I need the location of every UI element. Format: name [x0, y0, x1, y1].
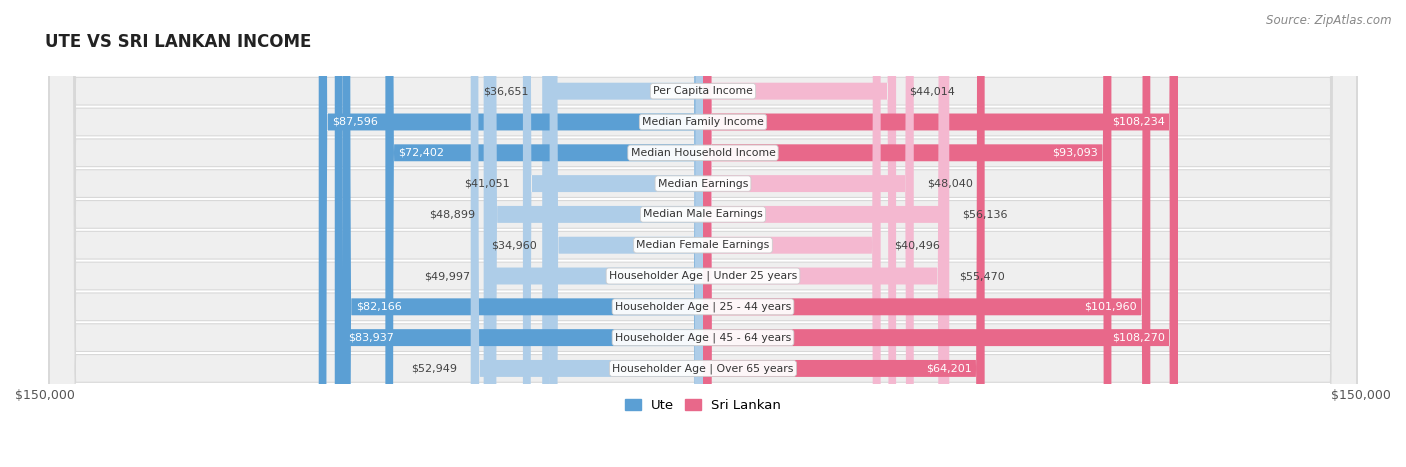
FancyBboxPatch shape: [319, 0, 703, 467]
FancyBboxPatch shape: [49, 0, 1357, 467]
Text: Householder Age | 45 - 64 years: Householder Age | 45 - 64 years: [614, 333, 792, 343]
Text: $41,051: $41,051: [464, 178, 510, 189]
Text: $48,899: $48,899: [429, 209, 475, 219]
FancyBboxPatch shape: [49, 0, 1357, 467]
FancyBboxPatch shape: [703, 0, 1111, 467]
Text: UTE VS SRI LANKAN INCOME: UTE VS SRI LANKAN INCOME: [45, 33, 311, 51]
Text: Median Household Income: Median Household Income: [630, 148, 776, 158]
FancyBboxPatch shape: [385, 0, 703, 467]
FancyBboxPatch shape: [703, 0, 949, 467]
FancyBboxPatch shape: [49, 0, 1357, 467]
FancyBboxPatch shape: [523, 0, 703, 467]
Text: Householder Age | 25 - 44 years: Householder Age | 25 - 44 years: [614, 302, 792, 312]
Text: $108,270: $108,270: [1112, 333, 1164, 343]
Text: $36,651: $36,651: [484, 86, 529, 96]
FancyBboxPatch shape: [49, 0, 1357, 467]
Text: $40,496: $40,496: [894, 240, 939, 250]
Text: Householder Age | Over 65 years: Householder Age | Over 65 years: [612, 363, 794, 374]
Text: Median Female Earnings: Median Female Earnings: [637, 240, 769, 250]
Text: $72,402: $72,402: [398, 148, 444, 158]
Text: $82,166: $82,166: [356, 302, 402, 312]
FancyBboxPatch shape: [703, 0, 880, 467]
Text: Median Earnings: Median Earnings: [658, 178, 748, 189]
Text: $52,949: $52,949: [412, 363, 457, 374]
Text: Householder Age | Under 25 years: Householder Age | Under 25 years: [609, 271, 797, 281]
Text: $44,014: $44,014: [910, 86, 955, 96]
FancyBboxPatch shape: [49, 0, 1357, 467]
Text: $93,093: $93,093: [1053, 148, 1098, 158]
FancyBboxPatch shape: [471, 0, 703, 467]
Text: $83,937: $83,937: [347, 333, 394, 343]
Text: $55,470: $55,470: [959, 271, 1005, 281]
FancyBboxPatch shape: [703, 0, 1178, 467]
FancyBboxPatch shape: [49, 0, 1357, 467]
FancyBboxPatch shape: [550, 0, 703, 467]
Text: $108,234: $108,234: [1112, 117, 1164, 127]
Text: $56,136: $56,136: [963, 209, 1008, 219]
Text: $101,960: $101,960: [1084, 302, 1137, 312]
Legend: Ute, Sri Lankan: Ute, Sri Lankan: [620, 394, 786, 417]
FancyBboxPatch shape: [335, 0, 703, 467]
FancyBboxPatch shape: [703, 0, 914, 467]
Text: $34,960: $34,960: [491, 240, 537, 250]
Text: $49,997: $49,997: [425, 271, 471, 281]
Text: $87,596: $87,596: [332, 117, 378, 127]
Text: Median Male Earnings: Median Male Earnings: [643, 209, 763, 219]
FancyBboxPatch shape: [343, 0, 703, 467]
FancyBboxPatch shape: [488, 0, 703, 467]
FancyBboxPatch shape: [703, 0, 946, 467]
FancyBboxPatch shape: [543, 0, 703, 467]
FancyBboxPatch shape: [49, 0, 1357, 467]
Text: Median Family Income: Median Family Income: [643, 117, 763, 127]
FancyBboxPatch shape: [49, 0, 1357, 467]
Text: $48,040: $48,040: [927, 178, 973, 189]
FancyBboxPatch shape: [703, 0, 984, 467]
FancyBboxPatch shape: [703, 0, 1178, 467]
Text: Source: ZipAtlas.com: Source: ZipAtlas.com: [1267, 14, 1392, 27]
Text: Per Capita Income: Per Capita Income: [652, 86, 754, 96]
FancyBboxPatch shape: [703, 0, 1150, 467]
FancyBboxPatch shape: [49, 0, 1357, 467]
FancyBboxPatch shape: [49, 0, 1357, 467]
FancyBboxPatch shape: [703, 0, 896, 467]
Text: $64,201: $64,201: [925, 363, 972, 374]
FancyBboxPatch shape: [484, 0, 703, 467]
